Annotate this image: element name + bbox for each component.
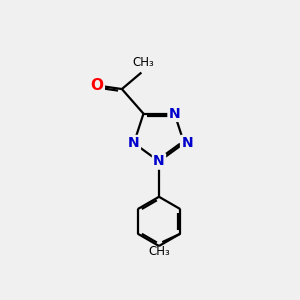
Text: N: N [128, 136, 140, 150]
Text: N: N [181, 136, 193, 150]
Text: CH₃: CH₃ [148, 245, 170, 258]
Text: N: N [153, 154, 165, 168]
Text: N: N [169, 106, 180, 121]
Text: O: O [91, 78, 103, 93]
Text: CH₃: CH₃ [132, 56, 154, 69]
